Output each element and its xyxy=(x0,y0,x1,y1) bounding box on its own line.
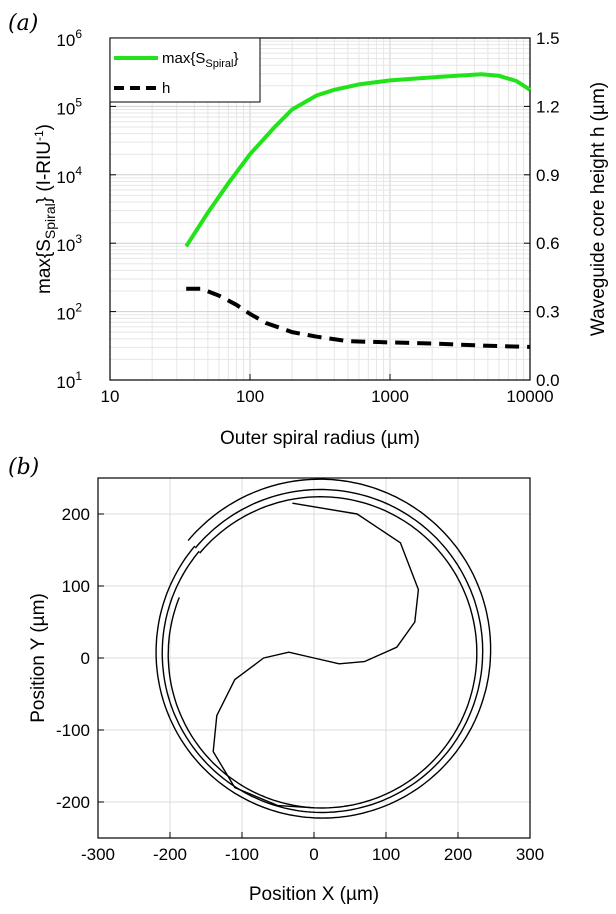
x-tick-label: -300 xyxy=(81,845,115,864)
chart-b-series xyxy=(155,478,492,819)
y-tick-label: 200 xyxy=(62,505,90,524)
x-tick-label: 100 xyxy=(236,387,264,406)
x-tick-label: 200 xyxy=(444,845,472,864)
chart-a-x-ticks: 10 100 1000 10000 xyxy=(101,374,554,406)
y-tick-label: 100 xyxy=(62,577,90,596)
right-y-tick-label: 1.5 xyxy=(536,29,560,48)
legend-entry-max-s: max{SSpiral} xyxy=(162,50,239,70)
y-tick-label: -100 xyxy=(56,721,90,740)
x-tick-label: -200 xyxy=(153,845,187,864)
chart-b-grid xyxy=(98,478,530,838)
chart-a-x-axis-label: Outer spiral radius (µm) xyxy=(220,428,420,449)
left-y-tick-label: 106 xyxy=(56,27,82,50)
spiral-outer-turn xyxy=(155,478,492,819)
y-tick-label: 0 xyxy=(81,649,90,668)
chart-a-right-y-axis-label: Waveguide core height h (µm) xyxy=(588,82,609,336)
x-tick-label: -100 xyxy=(225,845,259,864)
chart-b-x-ticks: -300 -200 -100 0 100 200 300 xyxy=(81,832,544,864)
chart-a: 10 100 1000 10000 101 102 103 104 105 106 0.0 0.3… xyxy=(32,27,609,449)
series-line-h xyxy=(186,286,531,349)
chart-a-right-y-ticks: 0.0 0.3 0.6 0.9 1.2 1.5 xyxy=(524,29,560,390)
spiral-inner-s-curve xyxy=(212,502,420,809)
x-tick-label: 10000 xyxy=(506,387,553,406)
x-tick-label: 300 xyxy=(516,845,544,864)
chart-b-x-axis-label: Position X (µm) xyxy=(249,884,379,905)
right-y-tick-label: 0.3 xyxy=(536,303,560,322)
series-line-max-s xyxy=(184,72,532,248)
left-y-tick-label: 104 xyxy=(56,164,82,187)
chart-b: -300 -200 -100 0 100 200 300 -200 -100 0 100 200 P… xyxy=(28,477,544,905)
left-y-tick-label: 101 xyxy=(56,369,82,392)
chart-a-series xyxy=(184,72,532,349)
x-tick-label: 1000 xyxy=(371,387,409,406)
left-y-tick-label: 105 xyxy=(56,95,82,118)
left-y-tick-label: 103 xyxy=(56,232,82,255)
chart-a-left-y-ticks: 101 102 103 104 105 106 xyxy=(56,27,116,392)
right-y-tick-label: 0.0 xyxy=(536,371,560,390)
chart-a-legend: max{SSpiral} h xyxy=(109,37,261,103)
spiral-outer-turn xyxy=(161,488,484,814)
chart-a-left-y-axis-label: max{SSpiral} (I-RIU-1) xyxy=(32,124,58,294)
x-tick-label: 10 xyxy=(101,387,120,406)
right-y-tick-label: 0.9 xyxy=(536,166,560,185)
x-tick-label: 100 xyxy=(372,845,400,864)
chart-b-y-axis-label: Position Y (µm) xyxy=(28,593,49,723)
right-y-tick-label: 1.2 xyxy=(536,97,560,116)
y-tick-label: -200 xyxy=(56,793,90,812)
chart-a-frame xyxy=(109,37,531,381)
x-tick-label: 0 xyxy=(309,845,318,864)
legend-entry-h: h xyxy=(162,80,170,97)
right-y-tick-label: 0.6 xyxy=(536,234,560,253)
legend-box xyxy=(109,37,261,103)
panel-a-label: (a) xyxy=(8,11,38,36)
panel-b-label: (b) xyxy=(8,455,39,480)
chart-b-y-ticks: -200 -100 0 100 200 xyxy=(56,505,104,812)
spiral-outer-turn xyxy=(167,495,478,809)
left-y-tick-label: 102 xyxy=(56,301,82,324)
